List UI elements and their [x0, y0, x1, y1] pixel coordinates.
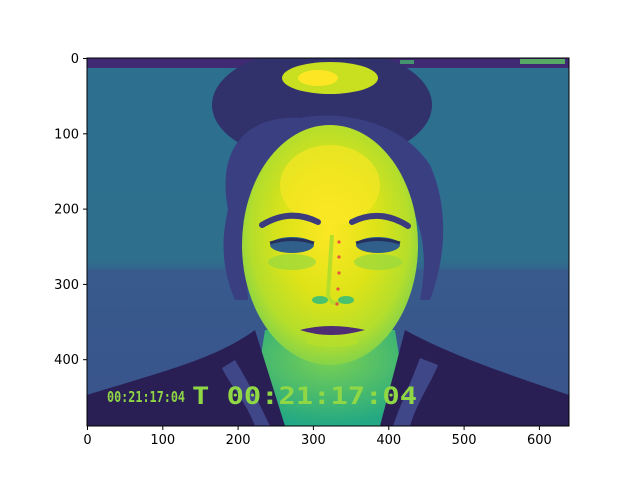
x-tick-label: 100: [150, 433, 175, 448]
x-tick-label: 600: [527, 433, 552, 448]
x-tick-label: 500: [452, 433, 477, 448]
photo-image: 00:21:17:04 T 00:21:17:04: [87, 58, 569, 426]
neck: [250, 330, 410, 426]
x-tick-label: 300: [301, 433, 326, 448]
landmark-dots: [335, 240, 341, 306]
x-axis: 0 100 200 300 400 500 600: [83, 426, 552, 448]
y-tick-label: 200: [54, 203, 79, 218]
y-axis: 0 100 200 300 400: [54, 52, 87, 368]
x-tick-label: 200: [226, 433, 251, 448]
jacket-left: [87, 330, 285, 426]
x-tick-label: 400: [376, 433, 401, 448]
timestamp-large: T 00:21:17:04: [192, 382, 417, 410]
axes-frame: [86, 57, 570, 427]
y-tick-label: 400: [54, 353, 79, 368]
right-eyebrow: [349, 213, 411, 229]
x-tick-label: 0: [83, 433, 91, 448]
y-tick-label: 300: [54, 278, 79, 293]
left-eyebrow: [259, 212, 321, 228]
y-tick-label: 0: [71, 52, 79, 67]
timestamp-small: 00:21:17:04: [107, 388, 185, 406]
y-tick-label: 100: [54, 127, 79, 142]
mouth: [300, 326, 365, 335]
jacket-right: [380, 330, 569, 426]
